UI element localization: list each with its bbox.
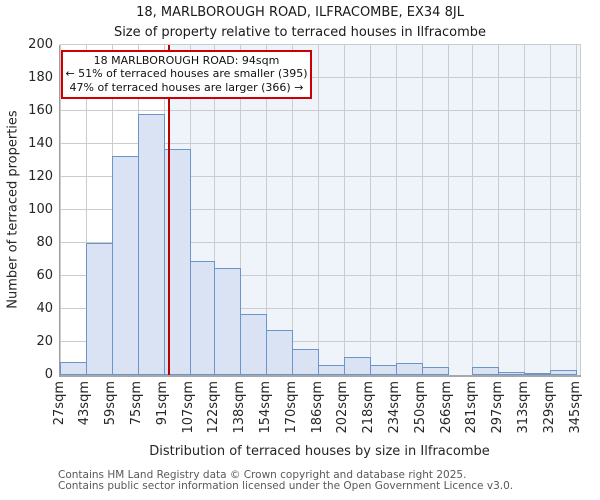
annotation-property-size: 18 MARLBOROUGH ROAD: 94sqm bbox=[93, 54, 280, 67]
x-tick-label: 186sqm bbox=[309, 381, 325, 434]
annotation-smaller-share: ← 51% of terraced houses are smaller (39… bbox=[65, 67, 308, 81]
x-tick-label: 218sqm bbox=[361, 381, 377, 434]
y-tick-label: 140 bbox=[28, 136, 53, 151]
gridline-vertical bbox=[550, 45, 552, 375]
x-tick-label: 170sqm bbox=[283, 381, 299, 434]
plot-area bbox=[59, 44, 581, 377]
x-tick-label: 122sqm bbox=[205, 381, 221, 434]
y-tick-label: 160 bbox=[28, 103, 53, 118]
gridline-vertical bbox=[421, 45, 423, 375]
x-tick-label: 138sqm bbox=[231, 381, 247, 434]
x-tick-label: 234sqm bbox=[387, 381, 403, 434]
histogram-bar bbox=[240, 313, 268, 375]
histogram-bar bbox=[369, 365, 397, 375]
histogram-bar bbox=[318, 365, 345, 375]
histogram-bar bbox=[137, 114, 165, 375]
gridline-vertical bbox=[60, 45, 61, 375]
chart-title: 18, MARLBOROUGH ROAD, ILFRACOMBE, EX34 8… bbox=[136, 5, 464, 20]
footer-attribution: Contains HM Land Registry data © Crown c… bbox=[58, 469, 467, 481]
histogram-bar bbox=[472, 366, 500, 375]
gridline-horizontal bbox=[60, 308, 581, 309]
gridline-horizontal bbox=[60, 242, 581, 243]
y-tick-label: 40 bbox=[36, 301, 53, 316]
histogram-bar bbox=[343, 356, 371, 375]
gridline-vertical bbox=[472, 45, 474, 375]
gridline-horizontal bbox=[60, 110, 581, 111]
gridline-vertical bbox=[240, 45, 242, 375]
gridline-vertical bbox=[292, 45, 294, 375]
gridline-vertical bbox=[266, 45, 268, 375]
footer-licence: Contains public sector information licen… bbox=[58, 480, 514, 492]
x-tick-label: 281sqm bbox=[463, 381, 479, 434]
gridline-vertical bbox=[498, 45, 500, 375]
x-tick-label: 202sqm bbox=[335, 381, 351, 434]
x-tick-label: 154sqm bbox=[257, 381, 273, 434]
y-tick-label: 100 bbox=[28, 202, 53, 217]
gridline-horizontal bbox=[60, 44, 581, 45]
histogram-bar bbox=[421, 366, 449, 375]
x-tick-label: 27sqm bbox=[51, 381, 67, 426]
property-size-marker-line bbox=[167, 45, 170, 375]
gridline-horizontal bbox=[60, 275, 581, 276]
gridline-horizontal bbox=[60, 209, 581, 210]
gridline-vertical bbox=[576, 45, 577, 375]
gridline-vertical bbox=[214, 45, 216, 375]
x-tick-label: 75sqm bbox=[129, 381, 145, 426]
gridline-horizontal bbox=[60, 176, 581, 177]
gridline-vertical bbox=[369, 45, 371, 375]
gridline-vertical bbox=[318, 45, 319, 375]
gridline-horizontal bbox=[60, 341, 581, 342]
x-tick-label: 43sqm bbox=[77, 381, 93, 426]
x-tick-label: 250sqm bbox=[413, 381, 429, 434]
x-tick-label: 59sqm bbox=[103, 381, 119, 426]
histogram-bar bbox=[85, 243, 113, 375]
marker-annotation-box: 18 MARLBOROUGH ROAD: 94sqm ← 51% of terr… bbox=[61, 50, 312, 100]
histogram-bar bbox=[395, 363, 423, 375]
gridline-horizontal bbox=[60, 143, 581, 144]
histogram-bar bbox=[60, 361, 87, 375]
annotation-larger-share: 47% of terraced houses are larger (366) … bbox=[69, 80, 304, 94]
gridline-vertical bbox=[85, 45, 87, 375]
gridline-vertical bbox=[580, 45, 581, 375]
gridline-vertical bbox=[343, 45, 345, 375]
y-tick-label: 60 bbox=[36, 268, 53, 283]
x-tick-label: 266sqm bbox=[439, 381, 455, 434]
histogram-bar bbox=[550, 370, 577, 375]
y-tick-label: 0 bbox=[44, 367, 53, 382]
x-tick-label: 91sqm bbox=[155, 381, 171, 426]
histogram-bar bbox=[266, 330, 294, 375]
y-tick-label: 180 bbox=[28, 70, 53, 85]
x-axis-label: Distribution of terraced houses by size … bbox=[149, 444, 490, 459]
histogram-bar bbox=[189, 261, 216, 375]
x-tick-label: 107sqm bbox=[181, 381, 197, 434]
histogram-bar bbox=[524, 373, 552, 375]
y-tick-label: 80 bbox=[36, 235, 53, 250]
histogram-bar bbox=[498, 371, 526, 375]
gridline-vertical bbox=[524, 45, 526, 375]
chart-subtitle: Size of property relative to terraced ho… bbox=[113, 25, 487, 40]
histogram-bar bbox=[111, 155, 139, 375]
gridline-horizontal bbox=[60, 77, 581, 78]
gridline-vertical bbox=[395, 45, 397, 375]
y-tick-label: 20 bbox=[36, 334, 53, 349]
y-tick-label: 200 bbox=[28, 37, 53, 52]
histogram-bar bbox=[292, 348, 319, 375]
histogram-bar bbox=[214, 267, 242, 375]
gridline-vertical bbox=[447, 45, 449, 375]
x-tick-label: 313sqm bbox=[515, 381, 531, 434]
x-tick-label: 345sqm bbox=[567, 381, 583, 434]
y-tick-label: 120 bbox=[28, 169, 53, 184]
x-tick-label: 329sqm bbox=[541, 381, 557, 434]
x-tick-label: 297sqm bbox=[489, 381, 505, 434]
